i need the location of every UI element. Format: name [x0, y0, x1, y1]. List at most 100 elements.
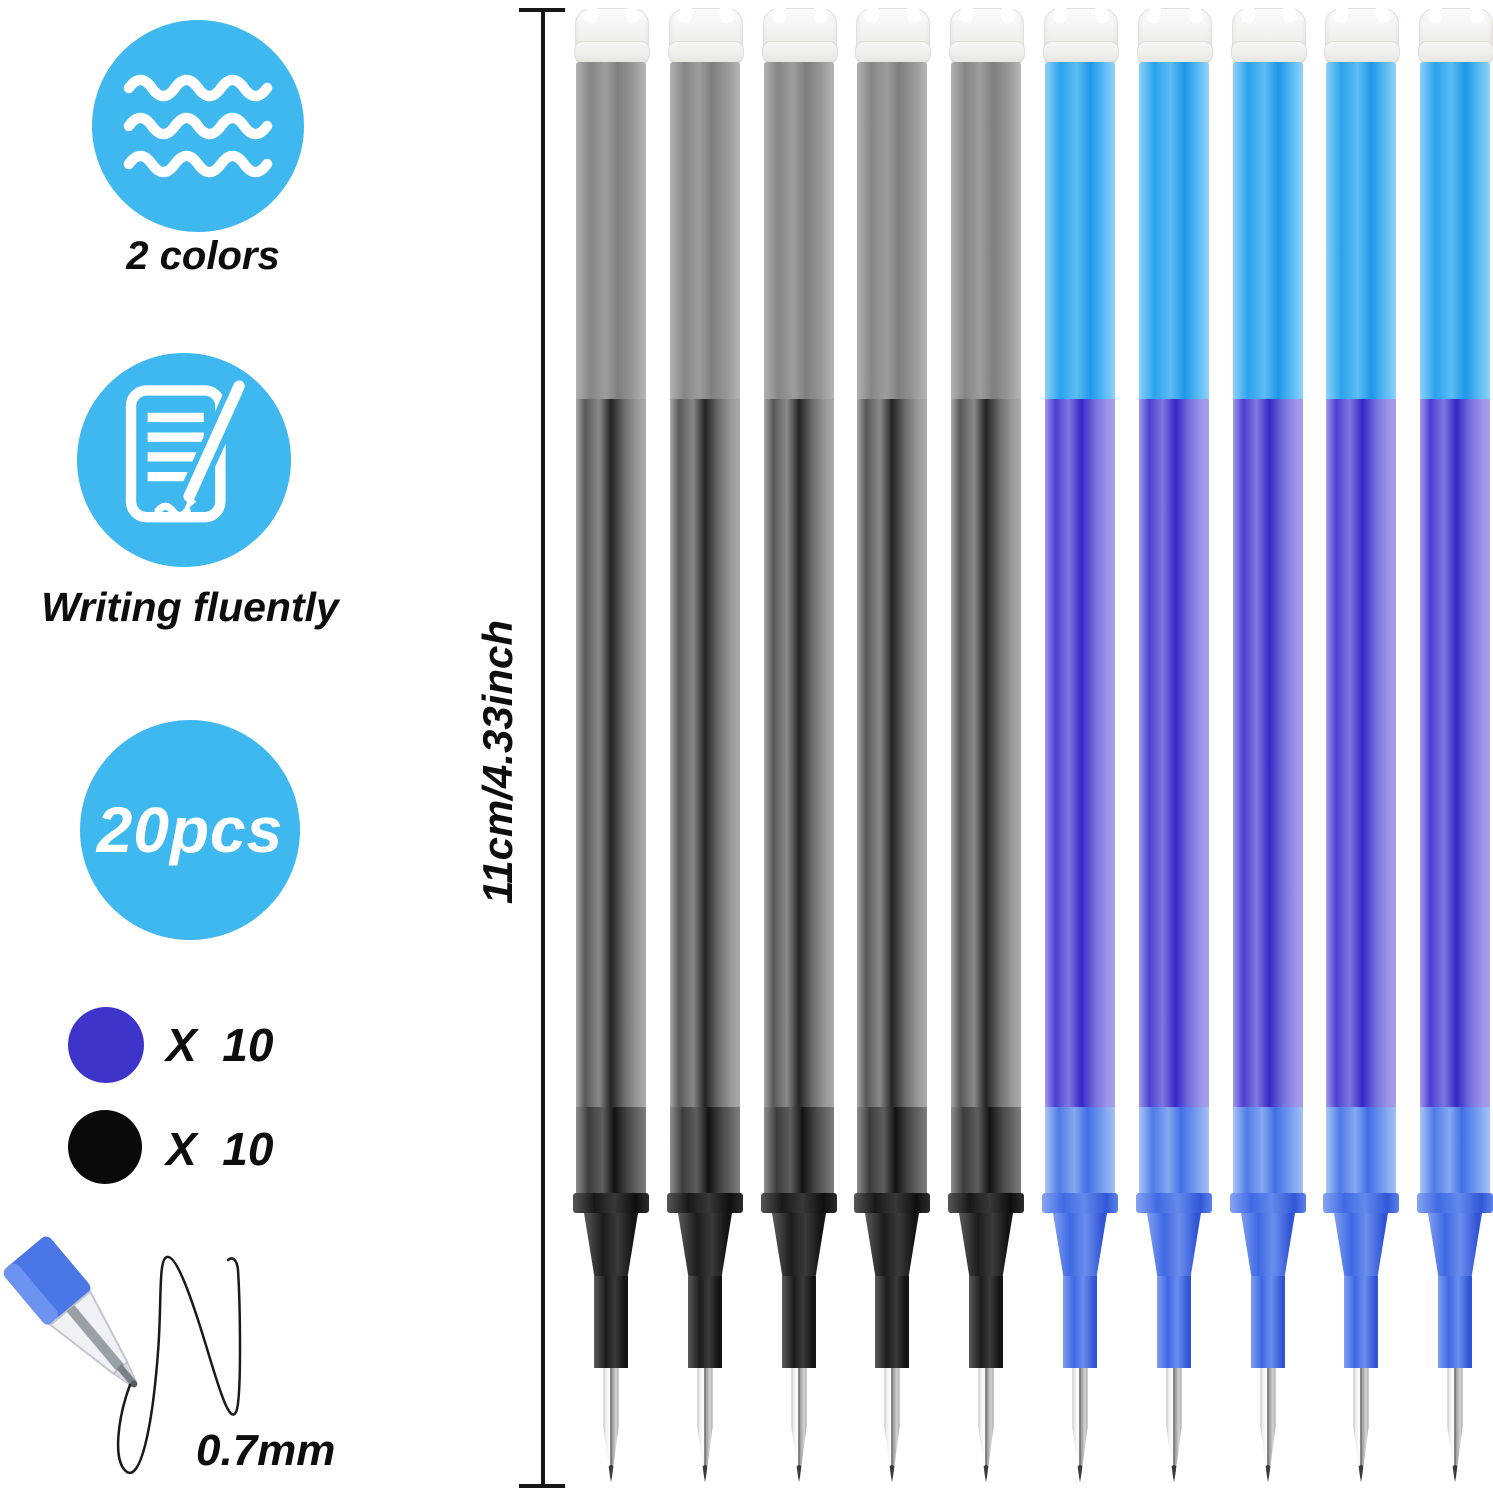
refill-ink-body	[1045, 399, 1115, 1107]
blue-quantity-label: X 10	[166, 1019, 274, 1071]
refill-taper	[772, 1213, 826, 1276]
refill-collar	[1230, 1193, 1306, 1213]
refill-black-3	[761, 0, 838, 1496]
refill-upper-body	[764, 62, 834, 399]
refill-ink-body	[576, 399, 646, 1107]
cap-rim	[949, 41, 1025, 63]
writing-fluently-badge	[77, 353, 291, 567]
refill-end-section	[951, 1107, 1021, 1193]
refill-metal-tip	[697, 1368, 713, 1482]
refill-neck	[688, 1276, 722, 1368]
refill-ink-body	[670, 399, 740, 1107]
cap-notch-left	[864, 4, 881, 25]
cap-rim	[855, 41, 931, 63]
cap-notch-left	[1146, 4, 1163, 25]
cap-rim	[574, 41, 650, 63]
refill-metal-tip	[1447, 1368, 1463, 1482]
writing-document-icon	[125, 380, 251, 523]
cap-notch-right	[999, 4, 1016, 25]
refill-metal-tip	[884, 1368, 900, 1482]
blue-ink-swatch	[68, 1007, 144, 1083]
measure-cap-bottom	[519, 1484, 565, 1488]
cap-notch-left	[1333, 4, 1350, 25]
refill-end-section	[857, 1107, 927, 1193]
refill-metal-tip	[603, 1368, 619, 1482]
refill-end-section	[764, 1107, 834, 1193]
refill-neck	[782, 1276, 816, 1368]
cap-notch-left	[677, 4, 694, 25]
count-badge: 20pcs	[80, 720, 300, 940]
refill-upper-body	[1233, 62, 1303, 399]
refill-taper	[1053, 1213, 1107, 1276]
refill-neck	[1157, 1276, 1191, 1368]
refill-blue-5	[1417, 0, 1493, 1496]
refill-collar	[1323, 1193, 1399, 1213]
refill-collar	[1136, 1193, 1212, 1213]
writing-fluently-label: Writing fluently	[41, 584, 339, 630]
refill-ink-body	[1139, 399, 1209, 1107]
cap-notch-left	[1240, 4, 1257, 25]
refill-upper-body	[576, 62, 646, 399]
refill-taper	[1428, 1213, 1482, 1276]
tip-size-label: 0.7mm	[196, 1426, 336, 1475]
refill-upper-body	[951, 62, 1021, 399]
refill-neck	[1344, 1276, 1378, 1368]
refill-black-2	[667, 0, 744, 1496]
refill-ink-body	[764, 399, 834, 1107]
black-ink-swatch	[68, 1110, 142, 1184]
cap-rim	[1324, 41, 1400, 63]
measure-line	[541, 8, 545, 1488]
cap-notch-left	[1052, 4, 1069, 25]
refill-end-section	[1326, 1107, 1396, 1193]
refill-metal-tip	[1260, 1368, 1276, 1482]
refill-end-section	[1420, 1107, 1490, 1193]
refill-black-4	[854, 0, 931, 1496]
refill-neck	[1438, 1276, 1472, 1368]
cap-rim	[1137, 41, 1213, 63]
refill-cap	[762, 4, 838, 64]
refill-metal-tip	[1072, 1368, 1088, 1482]
refill-taper	[865, 1213, 919, 1276]
refill-collar	[1042, 1193, 1118, 1213]
refill-collar	[1417, 1193, 1493, 1213]
refill-end-section	[576, 1107, 646, 1193]
refill-upper-body	[1139, 62, 1209, 399]
refill-taper	[1147, 1213, 1201, 1276]
refill-ink-body	[857, 399, 927, 1107]
refill-cap	[668, 4, 744, 64]
refill-ink-body	[1420, 399, 1490, 1107]
cap-rim	[762, 41, 838, 63]
cap-notch-left	[958, 4, 975, 25]
refill-black-1	[573, 0, 650, 1496]
refill-collar	[667, 1193, 743, 1213]
pen-tip-illustration	[3, 1236, 242, 1475]
refill-metal-tip	[1353, 1368, 1369, 1482]
cap-rim	[668, 41, 744, 63]
black-quantity-label: X 10	[166, 1123, 274, 1175]
refill-upper-body	[857, 62, 927, 399]
cap-notch-left	[771, 4, 788, 25]
refill-cap	[1043, 4, 1119, 64]
refill-taper	[959, 1213, 1013, 1276]
refill-neck	[875, 1276, 909, 1368]
refill-taper	[584, 1213, 638, 1276]
refill-cap	[949, 4, 1025, 64]
refill-cap	[1231, 4, 1307, 64]
refill-end-section	[1139, 1107, 1209, 1193]
refill-upper-body	[1326, 62, 1396, 399]
refill-cap	[1137, 4, 1213, 64]
refill-metal-tip	[791, 1368, 807, 1482]
cap-notch-right	[1093, 4, 1110, 25]
refill-cap	[1324, 4, 1400, 64]
refill-ink-body	[1233, 399, 1303, 1107]
refill-ink-body	[1326, 399, 1396, 1107]
refill-blue-2	[1136, 0, 1213, 1496]
refill-neck	[969, 1276, 1003, 1368]
refill-upper-body	[1420, 62, 1490, 399]
cap-notch-right	[718, 4, 735, 25]
refill-black-5	[948, 0, 1025, 1496]
refill-blue-3	[1230, 0, 1307, 1496]
refill-metal-tip	[978, 1368, 994, 1482]
cap-notch-right	[1468, 4, 1485, 25]
